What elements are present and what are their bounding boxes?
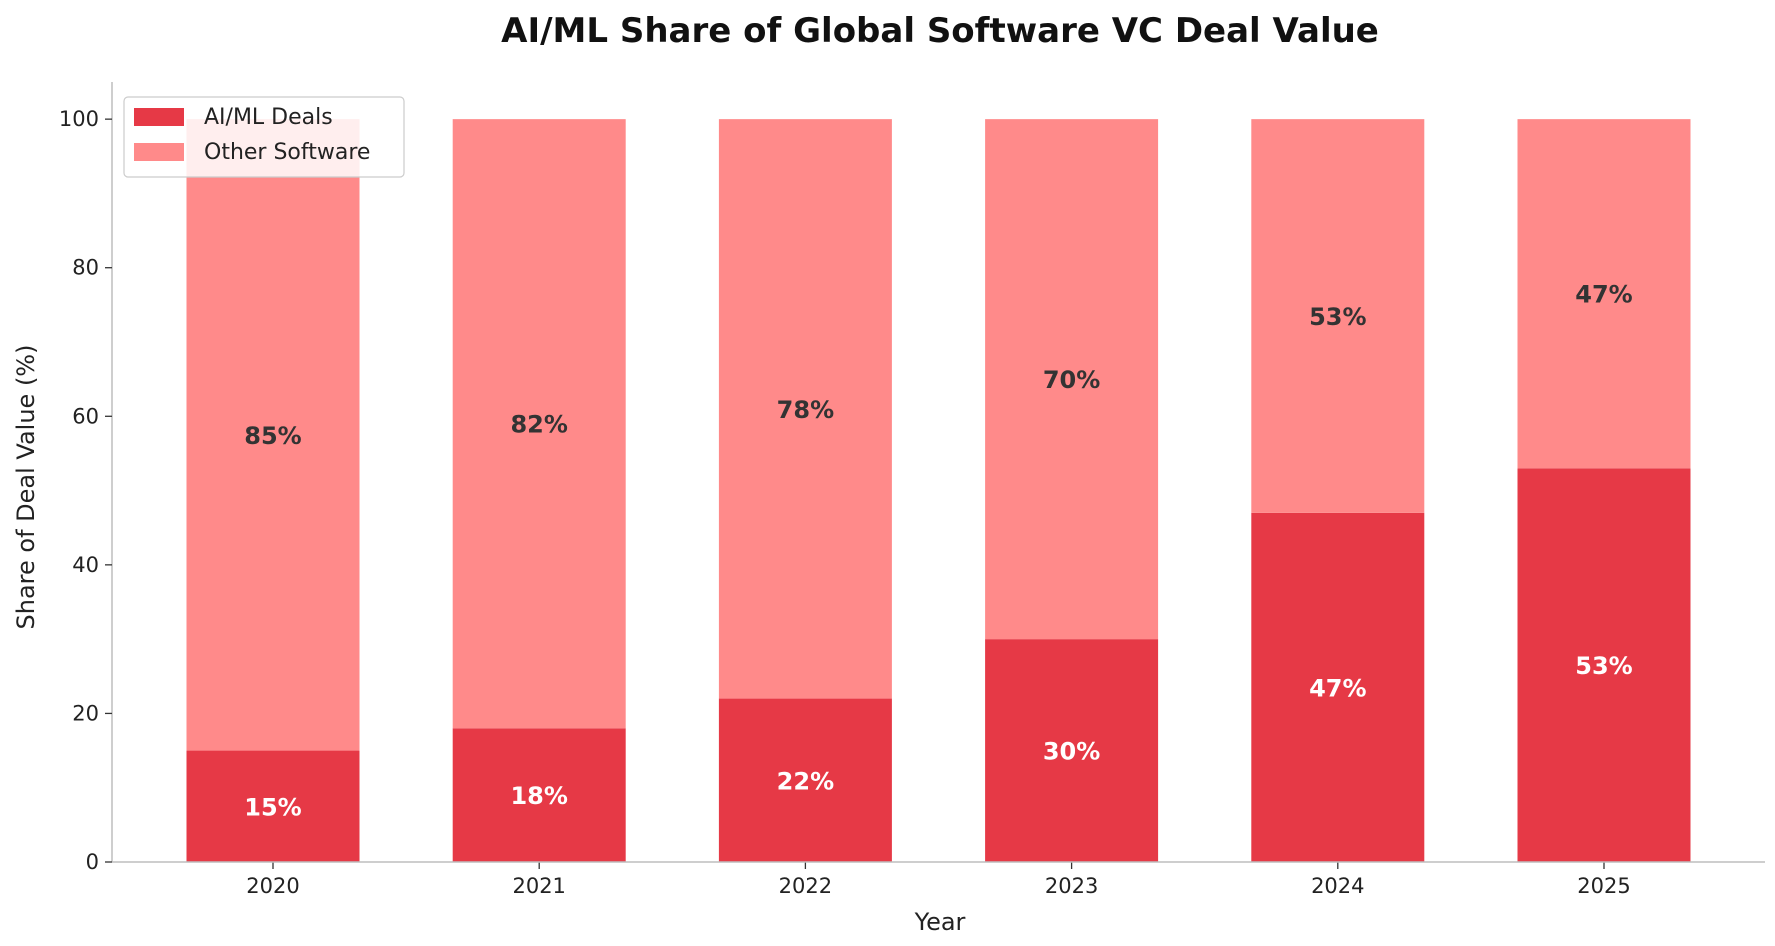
y-tick-label-80: 80 — [72, 256, 99, 280]
bar-other-2021 — [452, 119, 626, 729]
y-tick-label-20: 20 — [72, 701, 99, 725]
legend-label-aiml: AI/ML Deals — [204, 105, 333, 130]
chart-title: AI/ML Share of Global Software VC Deal V… — [501, 11, 1379, 51]
data-label-aiml-2025: 53% — [1575, 652, 1632, 680]
bar-other-2020 — [186, 119, 360, 751]
bar-aiml-2023 — [985, 639, 1159, 862]
legend: AI/ML Deals Other Software — [123, 96, 405, 178]
data-label-other-2022: 78% — [777, 396, 834, 424]
y-tick-label-40: 40 — [72, 553, 99, 577]
plot-area: 15% 85% 2020 18% 82% 2021 22% 78% 2022 30% 70% 2023… — [59, 82, 1765, 898]
x-tick-label-2023: 2023 — [1045, 874, 1098, 898]
bar-aiml-2024 — [1251, 512, 1425, 862]
y-axis-label: Share of Deal Value (%) — [12, 345, 40, 630]
bar-aiml-2025 — [1517, 468, 1691, 862]
bar-other-2023 — [985, 119, 1159, 640]
legend-box — [123, 96, 405, 178]
data-label-aiml-2023: 30% — [1043, 738, 1100, 766]
data-label-other-2023: 70% — [1043, 366, 1100, 394]
data-label-aiml-2020: 15% — [244, 793, 301, 821]
legend-swatch-other — [134, 143, 184, 161]
bar-aiml-2021 — [452, 728, 626, 862]
data-label-aiml-2024: 47% — [1309, 674, 1366, 702]
x-tick-label-2020: 2020 — [246, 874, 299, 898]
y-tick-label-0: 0 — [86, 850, 99, 874]
bar-other-2022 — [718, 119, 892, 699]
data-label-other-2024: 53% — [1309, 303, 1366, 331]
y-tick-label-60: 60 — [72, 404, 99, 428]
legend-label-other: Other Software — [204, 140, 370, 165]
data-label-aiml-2022: 22% — [777, 767, 834, 795]
bar-other-2025 — [1517, 119, 1691, 469]
data-label-other-2025: 47% — [1575, 281, 1632, 309]
y-tick-label-100: 100 — [59, 107, 99, 131]
bar-other-2024 — [1251, 119, 1425, 513]
x-tick-label-2021: 2021 — [512, 874, 565, 898]
data-label-other-2021: 82% — [510, 411, 567, 439]
x-tick-label-2024: 2024 — [1311, 874, 1364, 898]
bar-aiml-2022 — [718, 698, 892, 862]
data-label-other-2020: 85% — [244, 422, 301, 450]
x-tick-label-2025: 2025 — [1577, 874, 1630, 898]
x-axis-label: Year — [914, 908, 966, 936]
legend-swatch-aiml — [134, 108, 184, 126]
x-tick-label-2022: 2022 — [779, 874, 832, 898]
data-label-aiml-2021: 18% — [510, 782, 567, 810]
bar-aiml-2020 — [186, 750, 360, 862]
